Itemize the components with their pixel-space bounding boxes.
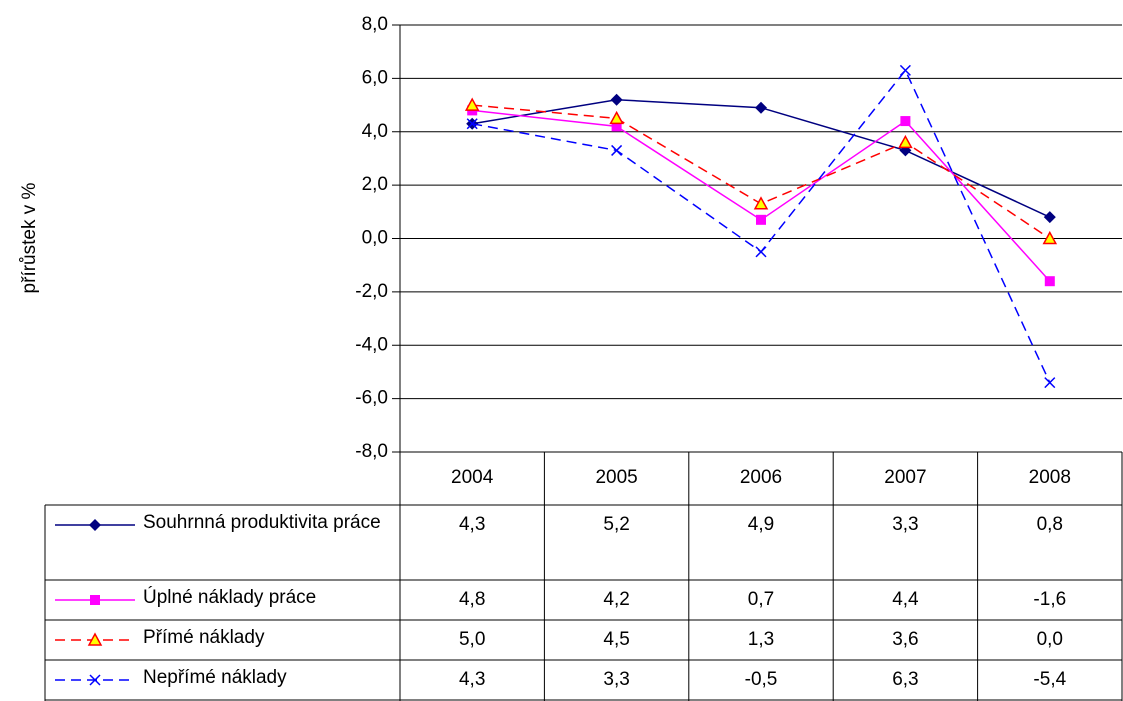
- y-tick-label: 6,0: [362, 67, 388, 88]
- table-value: 0,7: [748, 589, 774, 610]
- marker: [1043, 211, 1056, 224]
- x-tick-label: 2008: [1029, 467, 1071, 488]
- y-tick-label: 8,0: [362, 14, 388, 35]
- marker: [89, 519, 101, 531]
- table-value: 5,2: [603, 514, 629, 535]
- table-value: 4,3: [459, 669, 485, 690]
- marker: [466, 118, 478, 130]
- marker: [755, 246, 767, 258]
- marker: [755, 101, 767, 114]
- y-axis-label: přírůstek v %: [19, 182, 40, 293]
- y-tick-label: 2,0: [362, 174, 388, 195]
- table-value: 3,3: [603, 669, 629, 690]
- marker: [87, 632, 103, 646]
- y-tick-label: -2,0: [355, 281, 388, 302]
- table-value: 4,4: [892, 589, 919, 610]
- table-value: 0,8: [1037, 514, 1063, 535]
- marker: [610, 93, 623, 106]
- marker: [611, 121, 622, 132]
- y-tick-label: 4,0: [362, 121, 388, 142]
- table-value: 4,2: [603, 589, 629, 610]
- marker: [899, 64, 911, 76]
- marker: [1042, 230, 1058, 245]
- marker: [464, 97, 480, 111]
- y-tick-label: -8,0: [355, 441, 388, 462]
- table-value: 5,0: [459, 629, 485, 650]
- table-value: 4,8: [459, 589, 485, 610]
- table-value: 4,9: [748, 514, 774, 535]
- marker: [1044, 377, 1056, 389]
- table-value: 6,3: [892, 669, 918, 690]
- legend-text: Souhrnná produktivita práce: [143, 512, 381, 533]
- marker: [1044, 276, 1055, 287]
- legend-text: Přímé náklady: [143, 627, 265, 648]
- table-value: -1,6: [1033, 589, 1066, 610]
- table-value: 4,3: [459, 514, 485, 535]
- marker: [89, 674, 101, 686]
- marker: [900, 116, 911, 127]
- y-tick-label: 0,0: [362, 228, 388, 249]
- x-tick-label: 2007: [884, 467, 926, 488]
- table-value: -5,4: [1033, 669, 1066, 690]
- legend-text: Nepřímé náklady: [143, 667, 287, 688]
- marker: [609, 110, 624, 125]
- x-tick-label: 2004: [451, 467, 494, 488]
- series-line: [472, 68, 1051, 383]
- table-value: 3,6: [892, 629, 918, 650]
- x-tick-label: 2005: [595, 467, 637, 488]
- table-value: -0,5: [745, 669, 778, 690]
- table-value: 1,3: [748, 629, 774, 650]
- legend-label: Souhrnná produktivita práce: [143, 512, 381, 533]
- legend-label: Přímé náklady: [143, 627, 265, 648]
- legend-label: Úplné náklady práce: [143, 587, 317, 608]
- y-tick-label: -6,0: [355, 388, 388, 409]
- legend-text: Úplné náklady práce: [143, 587, 317, 608]
- legend-label: Nepřímé náklady: [143, 667, 287, 688]
- marker: [898, 134, 913, 149]
- table-value: 3,3: [892, 514, 918, 535]
- marker: [90, 595, 100, 605]
- marker: [756, 214, 766, 225]
- marker: [753, 196, 769, 210]
- table-value: 0,0: [1037, 629, 1063, 650]
- y-tick-label: -4,0: [355, 334, 388, 355]
- marker: [611, 144, 623, 156]
- table-value: 4,5: [603, 629, 629, 650]
- x-tick-label: 2006: [740, 467, 782, 488]
